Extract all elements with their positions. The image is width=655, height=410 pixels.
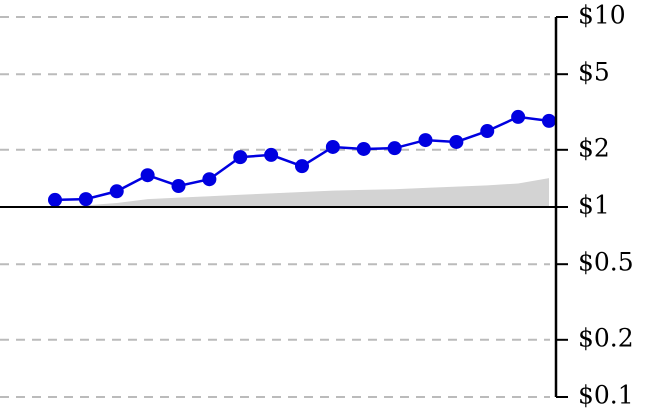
y-tick-label: $0.1 bbox=[578, 381, 634, 410]
point bbox=[418, 133, 433, 148]
point bbox=[542, 113, 556, 128]
point bbox=[109, 184, 124, 199]
y-tick-label: $10 bbox=[578, 1, 626, 30]
y-tick-label: $0.5 bbox=[578, 248, 634, 277]
point bbox=[140, 168, 155, 183]
point bbox=[233, 150, 248, 165]
point bbox=[202, 172, 217, 187]
point bbox=[78, 192, 93, 207]
point bbox=[264, 147, 279, 162]
point bbox=[295, 159, 309, 174]
y-tick-label: $0.2 bbox=[578, 323, 634, 352]
area bbox=[55, 178, 549, 207]
point bbox=[480, 124, 495, 139]
point bbox=[325, 139, 340, 154]
point bbox=[48, 192, 62, 207]
point bbox=[387, 141, 402, 156]
y-tick-label: $2 bbox=[578, 133, 610, 162]
point bbox=[171, 178, 186, 193]
point bbox=[511, 109, 526, 124]
y-tick-label: $5 bbox=[578, 58, 610, 87]
y-tick-label: $1 bbox=[578, 191, 610, 220]
point bbox=[356, 141, 371, 156]
point bbox=[449, 134, 464, 149]
